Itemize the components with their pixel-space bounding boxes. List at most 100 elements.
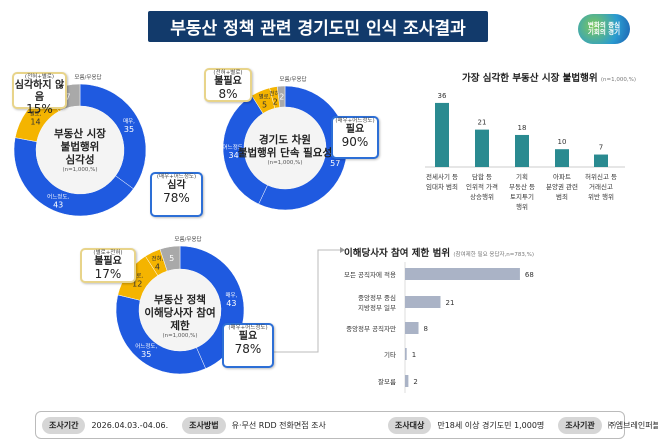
callout-label: 불필요: [94, 256, 122, 268]
callout-pct: 15%: [26, 102, 53, 117]
donut-3-label-2: 어느정도,: [135, 342, 157, 350]
donut-1-value-5: 7: [65, 92, 70, 101]
donut-1-positive-callout: (매우+어느정도) 심각 78%: [150, 172, 203, 217]
donut-3-value-5: 5: [169, 254, 174, 263]
donut-2-positive-callout: (매우+어느정도) 필요 90%: [331, 116, 379, 159]
donut-3-label-3: 별로,: [131, 272, 143, 280]
donut-1-hole: [36, 106, 124, 194]
footer-label-agency: 조사기관: [558, 416, 602, 434]
hbar-value-5: 2: [413, 378, 417, 386]
footer-label-method: 조사방법: [182, 416, 226, 434]
footer-value-agency: ㈜엠브레인퍼블릭: [607, 420, 658, 430]
donut-2-title-1: 경기도 차원: [259, 134, 311, 146]
donut-2-value-4: 2: [273, 97, 278, 106]
hbar-category-4-line-1: 기타: [384, 350, 396, 359]
callout-label: 필요: [345, 124, 365, 136]
gyeonggi-logo: 변화의 중심 기회의 경기: [578, 14, 630, 44]
donut-3-label-4: 전혀,: [151, 255, 163, 263]
donut-1-center-label: 부동산 시장 불법행위 심각성 (n=1,000,%): [30, 128, 130, 174]
donut-3-title-2: 이해당사자 참여: [144, 307, 216, 320]
bar-value-1: 36: [438, 92, 447, 100]
hbar-4: [405, 348, 407, 360]
bar-4: [555, 149, 569, 167]
donut-1-label-5: 모름/무응답: [74, 74, 101, 81]
bar-value-5: 7: [599, 144, 603, 152]
footer-value-method: 유·무선 RDD 전화면접 조사: [231, 420, 326, 430]
callout-label: 심각: [167, 180, 186, 192]
donut-2-label-3: 별로,: [259, 93, 271, 101]
callout-sub: (별로+전혀): [93, 250, 123, 256]
hbar-category-2-line-1: 중앙정부 중심: [358, 293, 396, 302]
callout-pct: 8%: [218, 86, 238, 101]
bar-category-2-line-2: 인위적 가격: [466, 182, 498, 191]
bar-category-2-line-3: 상승행위: [470, 192, 494, 201]
bar-value-2: 21: [478, 119, 487, 127]
logo-line-1: 변화의 중심: [587, 20, 621, 29]
footer-value-target: 만18세 이상 경기도민 1,000명: [437, 420, 545, 430]
donut-1-value-2: 43: [53, 200, 63, 209]
bar-category-1-line-2: 임대차 범죄: [426, 182, 458, 191]
hbar-category-2-line-2: 지방정부 일부: [358, 303, 396, 312]
hbar-category-3-line-1: 중앙정부 공직자만: [346, 324, 396, 333]
hbar-2: [405, 296, 441, 308]
donut-2-note: (n=1,000,%): [267, 160, 303, 167]
footer-label-period: 조사기간: [42, 416, 86, 434]
callout-label: 불필요: [214, 76, 242, 88]
hbar-chart-title: 이해당사자 참여 제한 범위 (참여제한 필요 응답자,n=783,%): [344, 245, 534, 259]
donut-2-label-2: 어느정도,: [223, 143, 245, 151]
bar-chart-title: 가장 심각한 부동산 시장 불법행위 (n=1,000,%): [462, 70, 636, 84]
callout-pct: 17%: [94, 266, 122, 281]
donut-2-value-3: 5: [262, 101, 267, 110]
donut-2-hole: [244, 107, 326, 189]
bar-category-3-line-4: 행위: [516, 202, 528, 211]
bar-value-3: 18: [518, 124, 527, 132]
donut-1-note: (n=1,000,%): [62, 167, 98, 174]
donut-1-label-1: 매우,: [123, 117, 135, 125]
donut-3-note: (n=1,000,%): [162, 333, 198, 340]
donut-3-value-1: 43: [226, 299, 236, 308]
donut-3-label-1: 매우,: [225, 291, 237, 299]
donut-1-label-2: 어느정도,: [47, 192, 69, 200]
hbar-value-2: 21: [445, 299, 454, 307]
bar-category-2-line-1: 담합 등: [472, 172, 492, 181]
donut-3-value-4: 4: [155, 263, 160, 272]
hbar-5: [405, 375, 409, 387]
footer-value-period: 2026.04.03.-04.06.: [91, 420, 169, 430]
callout-sub: (전혀+별로): [24, 74, 55, 80]
bar-chart-note: (n=1,000,%): [600, 77, 637, 83]
donut-2-value-5: 2: [279, 93, 284, 102]
hbar-value-1: 68: [525, 271, 534, 279]
bar-category-5-line-1: 허위신고 등: [585, 172, 617, 181]
connector-line: [274, 249, 340, 353]
bar-value-4: 10: [558, 138, 567, 146]
donut-1-title-3: 심각성: [65, 154, 95, 167]
bar-chart-title-text: 가장 심각한 부동산 시장 불법행위: [462, 73, 598, 84]
donut-2-label-4: 전혀,: [269, 89, 281, 97]
survey-info-footer: 조사기간 2026.04.03.-04.06. 조사방법 유·무선 RDD 전화…: [35, 411, 658, 439]
donut-3-title-3: 제한: [170, 320, 190, 333]
donut-3-negative-callout: (별로+전혀) 불필요 17%: [80, 248, 136, 283]
bar-category-5-line-2: 거래신고: [589, 182, 613, 191]
footer-label-target: 조사대상: [387, 416, 432, 434]
donut-2-value-2: 34: [229, 151, 239, 160]
donut-1-negative-callout: (전혀+별로) 심각하지 않음 15%: [12, 72, 67, 116]
hbar-chart-note: (참여제한 필요 응답자,n=783,%): [453, 252, 535, 258]
donut-3-center-label: 부동산 정책 이해당사자 참여 제한 (n=1,000,%): [125, 294, 235, 340]
donut-3-value-3: 12: [132, 280, 142, 289]
callout-sub: (매우+어느정도): [228, 325, 268, 331]
arrow-icon: [340, 247, 345, 253]
hbar-3: [405, 322, 419, 334]
donut-1-value-3: 14: [30, 118, 40, 127]
callout-label: 심각하지 않음: [14, 80, 65, 103]
bar-category-4-line-3: 범죄: [556, 192, 568, 201]
callout-pct: 90%: [341, 134, 369, 149]
donut-2-value-1: 57: [330, 159, 340, 168]
donut-1-label-3: 별로,: [30, 110, 42, 118]
donut-1-value-1: 35: [124, 125, 134, 134]
bar-category-5-line-3: 위반 행위: [588, 192, 614, 201]
donut-2-title-2: 불법행위 단속 필요성: [237, 147, 333, 160]
bar-5: [594, 154, 608, 167]
donut-1-title-1: 부동산 시장: [54, 128, 106, 140]
donut-2-center-label: 경기도 차원 불법행위 단속 필요성 (n=1,000,%): [225, 134, 345, 167]
